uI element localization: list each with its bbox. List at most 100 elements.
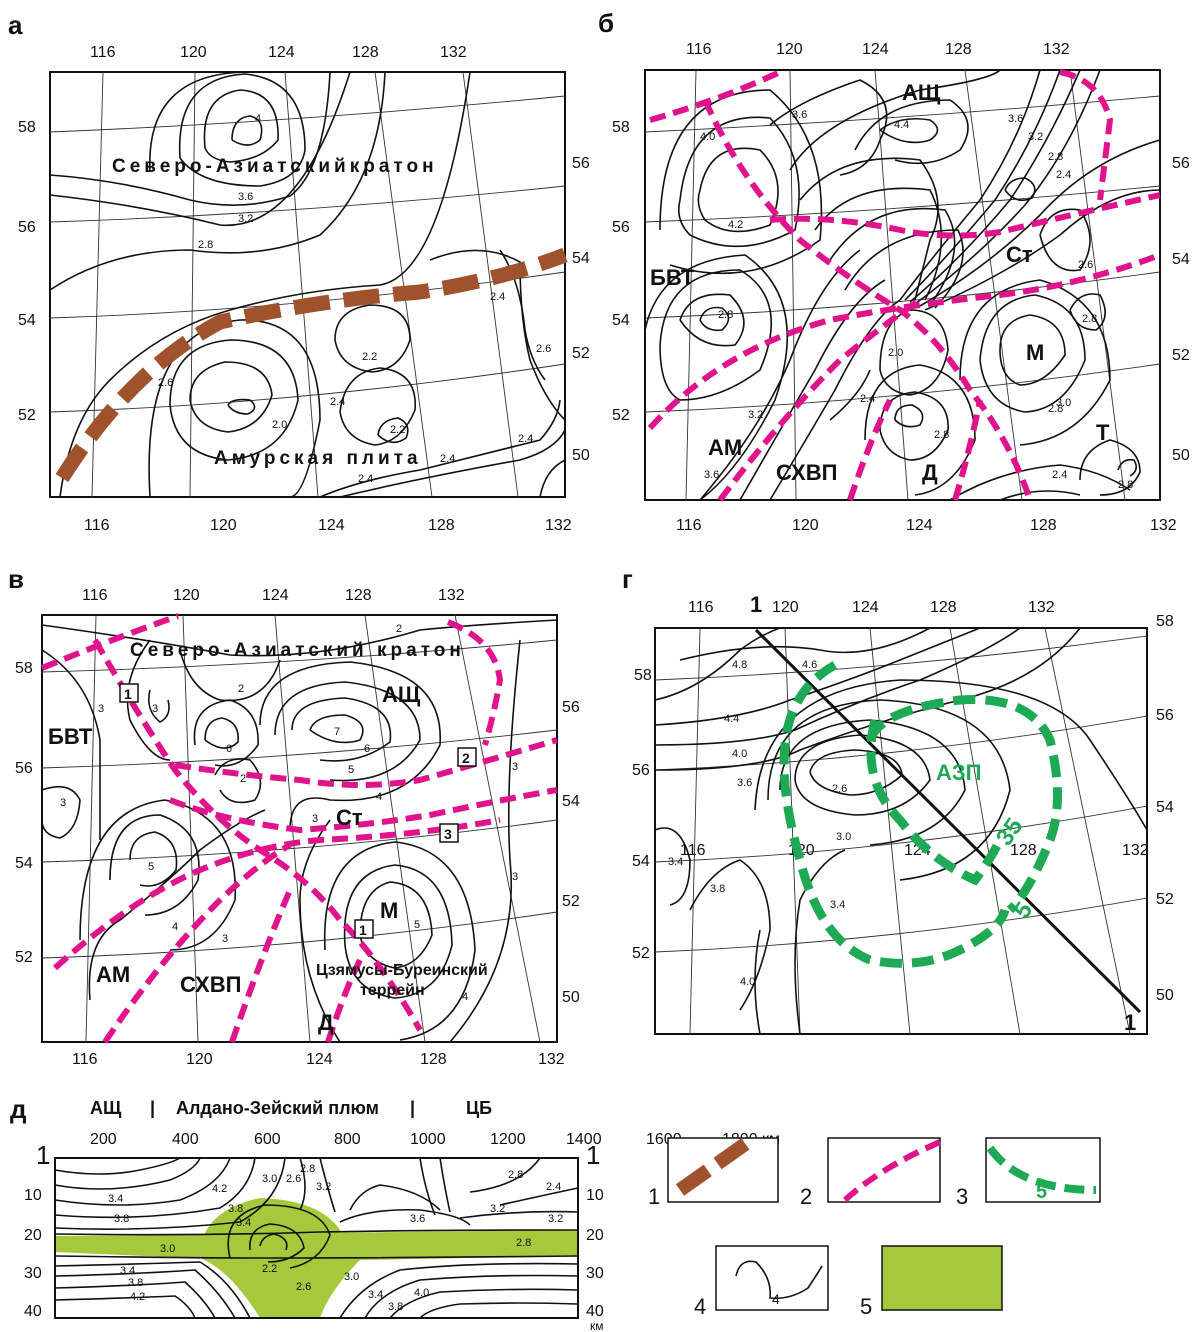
lon-label: 120 (776, 41, 803, 58)
lat-label: 56 (632, 762, 650, 779)
isoline-label: 5 (414, 919, 420, 931)
panel-letter-a: а (8, 10, 23, 40)
pink-boundaries (40, 613, 558, 1044)
isoline-label: 3.8 (228, 1203, 243, 1215)
region-label-d: Д (318, 1010, 334, 1035)
lon-label: 128 (428, 517, 455, 534)
isoline-label: 3.8 (128, 1277, 143, 1289)
isoline-label: 2.8 (1048, 403, 1063, 415)
profile-header-divider-left: | (150, 1098, 155, 1118)
isoline-label: 2.4 (330, 396, 345, 408)
region-label-st: Ст (336, 805, 363, 830)
lat-label: 52 (572, 345, 590, 362)
profile-end-label: 1 (1124, 1010, 1136, 1035)
isoline-label: 3.2 (238, 213, 253, 225)
lat-label: 54 (632, 853, 650, 870)
panel-a: а 116 120 124 128 132 116 120 124 128 13… (8, 10, 590, 534)
isoline-label: 2.6 (1078, 259, 1093, 271)
isoline-label: 3.4 (120, 1265, 135, 1277)
isoline-label: 4 (255, 113, 261, 125)
lon-label: 132 (1028, 599, 1055, 616)
lon-label: 124 (268, 44, 295, 61)
distance-tick: 400 (172, 1131, 199, 1148)
lat-label: 56 (612, 219, 630, 236)
isoline-label: 2.8 (516, 1237, 531, 1249)
map-frame (49, 71, 566, 498)
lat-label: 58 (612, 119, 630, 136)
lat-label: 56 (1172, 155, 1190, 172)
lat-label: 58 (634, 667, 652, 684)
marker-box (439, 823, 459, 843)
legend-number: 1 (648, 1184, 660, 1209)
isoline-label: 3.0 (160, 1243, 175, 1255)
distance-tick: 1400 (566, 1131, 602, 1148)
panel-letter-c: в (8, 564, 24, 594)
isoline-label: 4.0 (740, 976, 755, 988)
isoline-label: 2.8 (300, 1163, 315, 1175)
isoline-label: 2 (238, 683, 244, 695)
lon-label: 124 (862, 41, 889, 58)
map-frame (644, 69, 1161, 501)
isoline-label: 2.0 (888, 347, 903, 359)
lon-label: 124 (852, 599, 879, 616)
depth-tick: 40 (24, 1303, 42, 1320)
isoline-label: 2.8 (934, 429, 949, 441)
isoline-label: 2 (240, 773, 246, 785)
legend-pink-boundary-swatch (842, 1139, 942, 1203)
depth-tick: 10 (586, 1187, 604, 1204)
graticule (41, 614, 558, 1043)
isoline-label: 2.8 (198, 239, 213, 251)
lon-label: 128 (1010, 842, 1037, 859)
depth-tick: 20 (24, 1227, 42, 1244)
isoline-label: 4.8 (732, 659, 747, 671)
map-frame (654, 627, 1148, 1035)
isoline-label: 3.2 (490, 1203, 505, 1215)
lon-label: 132 (1122, 842, 1149, 859)
lon-label: 124 (262, 587, 289, 604)
isoline-label: 3.4 (368, 1289, 383, 1301)
isoline-label: 4.0 (414, 1287, 429, 1299)
legend-number: 4 (694, 1294, 706, 1319)
isoline-label: 2.0 (272, 419, 287, 431)
lon-label: 124 (906, 517, 933, 534)
profile-line (754, 628, 1142, 1014)
panel-letter-d: г (622, 564, 633, 594)
isoline-label: 3 (512, 871, 518, 883)
isoline-label: 4.4 (724, 713, 739, 725)
lat-label: 56 (18, 219, 36, 236)
isoline-label: 3 (312, 813, 318, 825)
lat-label: 52 (562, 893, 580, 910)
lon-label: 116 (82, 587, 108, 604)
isolines (41, 619, 558, 1043)
lat-label: 50 (1156, 987, 1174, 1004)
lon-label: 120 (186, 1051, 213, 1068)
brown-boundary (55, 247, 568, 482)
panel-e: д АЩ | Алдано-Зейский плюм | ЦБ 200 400 … (10, 1094, 780, 1332)
lat-label: 52 (1156, 891, 1174, 908)
isoline-label: 3.6 (410, 1213, 425, 1225)
lon-label: 132 (538, 1051, 565, 1068)
region-label-aldan: АЩ (382, 682, 421, 707)
isoline-label: 3.6 (704, 469, 719, 481)
isoline-label: 2.4 (490, 291, 505, 303)
region-label-d: Д (922, 460, 938, 485)
depth-tick: 30 (586, 1265, 604, 1282)
isoline-label: 4.0 (732, 748, 747, 760)
profile-header-cb: ЦБ (466, 1098, 492, 1118)
isoline-label: 3.2 (548, 1213, 563, 1225)
lat-label: 52 (612, 407, 630, 424)
isoline-label: 3 (60, 797, 66, 809)
lon-label: 120 (180, 44, 207, 61)
isoline-label: 4.0 (700, 131, 715, 143)
isoline-label: 2.8 (1048, 151, 1063, 163)
lat-label: 58 (15, 660, 33, 677)
lat-label: 54 (15, 855, 33, 872)
profile-end-label: 1 (36, 1140, 50, 1170)
lat-label: 54 (562, 793, 580, 810)
depth-tick: 30 (24, 1265, 42, 1282)
legend: 1 2 3 5 4 4 5 (648, 1136, 1101, 1319)
isoline-label: 2.6 (536, 343, 551, 355)
marker-label: 1 (359, 922, 367, 938)
isoline-label: 2.2 (362, 351, 377, 363)
